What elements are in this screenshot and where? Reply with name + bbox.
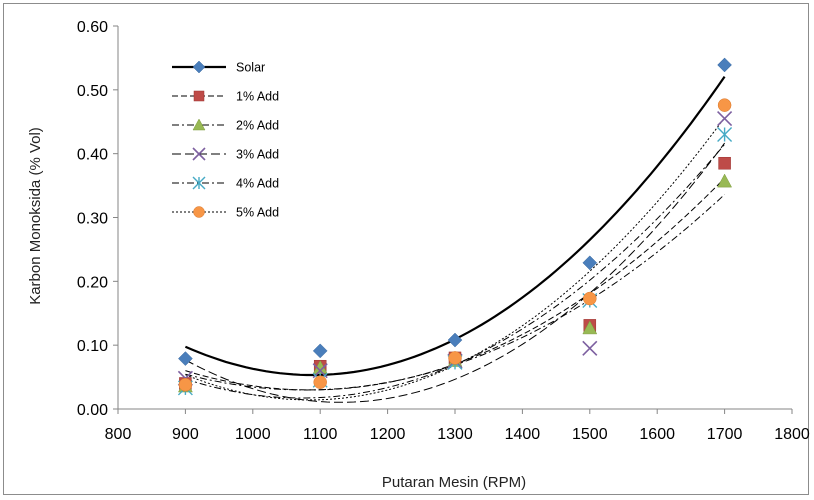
x-tick-label: 1400 [505, 426, 541, 443]
x-tick-label: 1200 [370, 426, 406, 443]
legend-item-2-add: 2% Add [172, 118, 279, 133]
trendline-5-add [185, 117, 726, 401]
x-tick-label: 800 [105, 426, 132, 443]
point-3-add-1700 [717, 110, 733, 127]
x-stroke-2 [582, 340, 598, 356]
y-tick-label: 0.10 [77, 338, 108, 355]
point-solar-1100 [312, 343, 328, 359]
x-stroke-2 [717, 110, 733, 127]
legend-item-3-add: 3% Add [172, 147, 279, 162]
legend-marker [193, 206, 205, 218]
x-tick-label: 900 [172, 426, 199, 443]
y-tick-label: 0.60 [77, 19, 108, 36]
series-solar [178, 57, 732, 366]
y-axis-title: Karbon Monoksida (% Vol) [27, 127, 44, 305]
chart-frame [3, 3, 809, 495]
legend-marker [192, 147, 206, 161]
x-tick-label: 1500 [572, 426, 608, 443]
x-tick-label: 1600 [639, 426, 675, 443]
legend-item-5-add: 5% Add [172, 206, 279, 220]
point-4-add-1700 [717, 127, 733, 143]
x-stroke-2 [192, 147, 206, 161]
point-1-add-1700 [718, 156, 731, 170]
legend-item-1-add: 1% Add [172, 90, 279, 104]
x-tick-label: 1100 [303, 426, 338, 443]
point-solar-1300 [447, 332, 463, 348]
trendline-3-add [185, 142, 726, 403]
data-points [177, 57, 733, 396]
point-5-add-1100 [313, 375, 327, 389]
point-solar-1700 [717, 57, 732, 73]
legend-label: 2% Add [236, 119, 279, 133]
legend-label: 1% Add [236, 90, 279, 104]
y-tick-label: 0.20 [77, 274, 108, 291]
series-5-add [178, 98, 732, 392]
point-5-add-900 [178, 377, 193, 392]
legend-label: 4% Add [236, 177, 279, 191]
y-tick-label: 0.50 [77, 83, 108, 100]
x-axis-title: Putaran Mesin (RPM) [382, 474, 526, 491]
point-solar-900 [178, 351, 193, 366]
legend-label: Solar [236, 61, 265, 75]
legend-marker [192, 176, 206, 190]
y-tick-label: 0.00 [77, 402, 108, 419]
point-3-add-1500 [582, 340, 598, 356]
x-tick-label: 1000 [235, 426, 271, 443]
axes: 0.00 0.10 0.20 0.30 0.40 0.50 0.60 800 900 1000 11… [77, 19, 810, 443]
legend-label: 3% Add [236, 148, 279, 162]
point-5-add-1300 [448, 351, 462, 365]
legend-marker [192, 118, 206, 131]
x-tick-label: 1800 [774, 426, 810, 443]
y-tick-label: 0.30 [77, 211, 108, 228]
legend-marker [193, 90, 205, 102]
legend-marker [192, 60, 206, 74]
point-solar-1500 [582, 255, 598, 271]
x-tick-label: 1300 [437, 426, 473, 443]
point-2-add-1700 [717, 173, 733, 188]
legend-item-4-add: 4% Add [172, 177, 279, 191]
legend: Solar 1% Add 2% Add 3% Add 4% Add 5% Add [172, 61, 279, 220]
point-5-add-1500 [583, 291, 597, 306]
x-tick-label: 1700 [707, 426, 743, 443]
legend-label: 5% Add [236, 206, 279, 220]
legend-item-solar: Solar [172, 61, 265, 75]
y-tick-label: 0.40 [77, 147, 108, 164]
point-2-add-1500 [582, 320, 598, 335]
point-5-add-1700 [717, 98, 732, 112]
